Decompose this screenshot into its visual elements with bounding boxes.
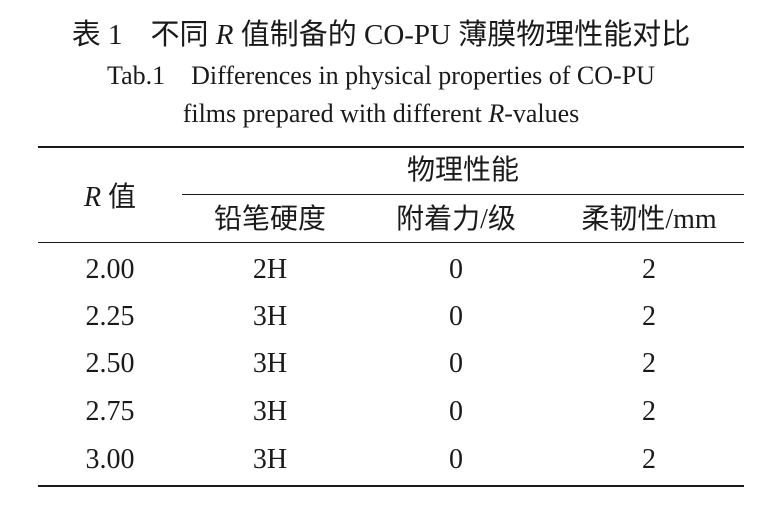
table-group-rule bbox=[182, 194, 744, 195]
header-r-suffix: 值 bbox=[101, 182, 137, 213]
header-adhesion: 附着力/级 bbox=[396, 204, 516, 235]
cell-hardness: 3H bbox=[252, 444, 288, 475]
table-header-rule bbox=[38, 242, 744, 243]
caption-en-variable: R bbox=[488, 99, 505, 128]
cell-flexibility: 2 bbox=[642, 301, 656, 332]
cell-r-value: 2.00 bbox=[85, 254, 135, 285]
cell-hardness: 3H bbox=[252, 301, 288, 332]
table-number-en: Tab.1 bbox=[107, 61, 166, 90]
header-r-variable: R bbox=[83, 182, 102, 213]
header-r-value: R 值 bbox=[38, 178, 182, 218]
cell-adhesion: 0 bbox=[449, 254, 463, 285]
cell-r-value: 2.25 bbox=[85, 301, 135, 332]
caption-cn-pre: 不同 bbox=[150, 19, 216, 51]
cell-adhesion: 0 bbox=[449, 348, 463, 379]
caption-cn-variable: R bbox=[215, 19, 234, 51]
cell-flexibility: 2 bbox=[642, 254, 656, 285]
header-pencil-hardness: 铅笔硬度 bbox=[213, 204, 326, 235]
header-flexibility: 柔韧性/mm bbox=[581, 204, 717, 235]
table-number-cn: 表 1 bbox=[71, 19, 123, 51]
cell-hardness: 3H bbox=[252, 396, 288, 427]
cell-hardness: 2H bbox=[252, 254, 288, 285]
cell-r-value: 2.50 bbox=[85, 348, 135, 379]
cell-flexibility: 2 bbox=[642, 348, 656, 379]
table-caption-chinese: 表 1 不同 R 值制备的 CO-PU 薄膜物理性能对比 bbox=[0, 14, 762, 56]
table-caption-english-line2: films prepared with different R-values bbox=[0, 96, 762, 132]
cell-flexibility: 2 bbox=[642, 444, 656, 475]
table-bottom-rule bbox=[38, 485, 744, 487]
cell-adhesion: 0 bbox=[449, 396, 463, 427]
caption-en-line2-pre: films prepared with different bbox=[182, 99, 489, 128]
cell-hardness: 3H bbox=[252, 348, 288, 379]
table-caption-english-line1: Tab.1 Differences in physical properties … bbox=[0, 58, 762, 94]
cell-r-value: 3.00 bbox=[85, 444, 135, 475]
caption-en-line2-post: -values bbox=[504, 99, 580, 128]
cell-adhesion: 0 bbox=[449, 301, 463, 332]
caption-en-line1-text: Differences in physical properties of CO… bbox=[191, 61, 655, 90]
cell-adhesion: 0 bbox=[449, 444, 463, 475]
caption-cn-post: 值制备的 CO-PU 薄膜物理性能对比 bbox=[233, 19, 691, 51]
header-group-physical-properties: 物理性能 bbox=[406, 155, 519, 186]
cell-flexibility: 2 bbox=[642, 396, 656, 427]
table-top-rule bbox=[38, 146, 744, 148]
cell-r-value: 2.75 bbox=[85, 396, 135, 427]
